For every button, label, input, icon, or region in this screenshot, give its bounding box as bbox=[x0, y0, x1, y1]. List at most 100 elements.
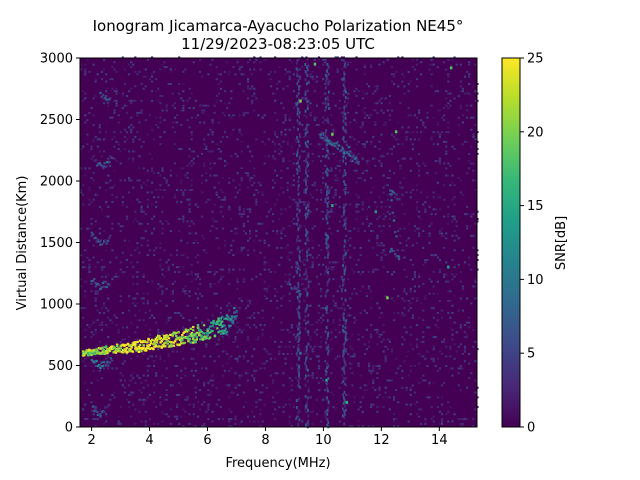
noise-cell bbox=[378, 99, 381, 102]
noise-cell bbox=[92, 97, 95, 100]
noise-cell bbox=[138, 398, 141, 401]
noise-cell bbox=[234, 196, 237, 199]
echo-cell bbox=[120, 344, 124, 347]
noise-cell bbox=[84, 307, 87, 310]
noise-cell bbox=[178, 92, 181, 95]
band-cell bbox=[343, 308, 346, 312]
band-cell bbox=[304, 315, 307, 319]
y-tick-label: 2500 bbox=[40, 113, 73, 128]
noise-cell bbox=[403, 213, 406, 216]
echo-cell bbox=[102, 352, 106, 355]
noise-cell bbox=[420, 73, 423, 76]
noise-cell bbox=[119, 422, 122, 425]
noise-cell bbox=[311, 410, 314, 413]
noise-cell bbox=[413, 391, 417, 394]
noise-cell bbox=[201, 191, 204, 194]
noise-cell bbox=[276, 246, 279, 249]
noise-cell bbox=[395, 372, 398, 375]
noise-cell bbox=[111, 201, 114, 204]
noise-cell bbox=[246, 215, 250, 218]
noise-cell bbox=[397, 311, 400, 314]
noise-cell bbox=[150, 56, 154, 59]
noise-cell bbox=[378, 316, 381, 319]
noise-cell bbox=[98, 311, 101, 314]
noise-cell bbox=[107, 215, 110, 218]
echo-cell bbox=[210, 321, 213, 324]
noise-cell bbox=[125, 217, 129, 220]
noise-cell bbox=[217, 338, 220, 341]
noise-cell bbox=[188, 148, 191, 151]
echo-cell bbox=[86, 351, 90, 355]
noise-cell bbox=[420, 408, 423, 411]
echo-cell bbox=[192, 333, 195, 336]
noise-cell bbox=[349, 230, 352, 233]
noise-cell bbox=[311, 75, 314, 78]
noise-cell bbox=[415, 299, 419, 302]
noise-cell bbox=[463, 345, 467, 348]
noise-cell bbox=[301, 283, 304, 286]
noise-cell bbox=[288, 422, 291, 425]
noise-cell bbox=[146, 299, 149, 302]
echo-cell bbox=[181, 337, 184, 340]
noise-cell bbox=[340, 56, 344, 59]
band-cell bbox=[306, 130, 309, 134]
noise-cell bbox=[349, 307, 352, 310]
noise-cell bbox=[418, 415, 421, 418]
speckle-cell bbox=[299, 99, 302, 103]
noise-cell bbox=[443, 114, 446, 117]
noise-cell bbox=[399, 242, 402, 245]
noise-cell bbox=[88, 268, 91, 271]
noise-cell bbox=[280, 208, 283, 211]
band-cell bbox=[298, 258, 301, 262]
noise-cell bbox=[301, 150, 304, 153]
noise-cell bbox=[288, 273, 291, 276]
noise-cell bbox=[113, 109, 116, 112]
noise-cell bbox=[246, 220, 250, 223]
noise-cell bbox=[167, 319, 170, 322]
noise-cell bbox=[405, 138, 408, 141]
noise-cell bbox=[217, 92, 220, 95]
noise-cell bbox=[215, 174, 218, 177]
echo-cell bbox=[166, 342, 170, 345]
noise-cell bbox=[463, 92, 467, 95]
noise-cell bbox=[196, 242, 200, 245]
noise-cell bbox=[386, 109, 389, 112]
noise-cell bbox=[213, 174, 216, 177]
noise-cell bbox=[430, 405, 433, 408]
noise-cell bbox=[100, 268, 104, 271]
echo-cell bbox=[230, 315, 234, 318]
noise-cell bbox=[184, 374, 187, 377]
noise-cell bbox=[134, 217, 137, 220]
noise-cell bbox=[443, 381, 446, 384]
noise-cell bbox=[253, 415, 256, 418]
noise-cell bbox=[351, 355, 354, 358]
noise-cell bbox=[165, 304, 168, 307]
noise-cell bbox=[463, 418, 467, 421]
band-cell bbox=[305, 287, 308, 291]
noise-cell bbox=[424, 379, 427, 382]
noise-cell bbox=[259, 367, 262, 370]
noise-cell bbox=[363, 63, 366, 66]
noise-cell bbox=[98, 186, 101, 189]
band-cell bbox=[304, 188, 307, 192]
noise-cell bbox=[347, 63, 350, 66]
noise-cell bbox=[111, 249, 114, 252]
noise-cell bbox=[445, 261, 448, 264]
noise-cell bbox=[476, 249, 479, 252]
echo-cell bbox=[152, 348, 155, 351]
noise-cell bbox=[401, 193, 404, 196]
echo-cell bbox=[100, 95, 103, 99]
noise-cell bbox=[255, 58, 258, 61]
noise-cell bbox=[465, 140, 469, 143]
noise-cell bbox=[384, 357, 387, 360]
noise-cell bbox=[376, 87, 379, 90]
noise-cell bbox=[267, 210, 270, 213]
band-cell bbox=[307, 330, 310, 334]
noise-cell bbox=[301, 420, 304, 423]
noise-cell bbox=[388, 114, 391, 117]
noise-cell bbox=[376, 410, 379, 413]
noise-cell bbox=[142, 210, 145, 213]
noise-cell bbox=[280, 150, 283, 153]
echo-cell bbox=[392, 191, 396, 195]
noise-cell bbox=[242, 208, 245, 211]
